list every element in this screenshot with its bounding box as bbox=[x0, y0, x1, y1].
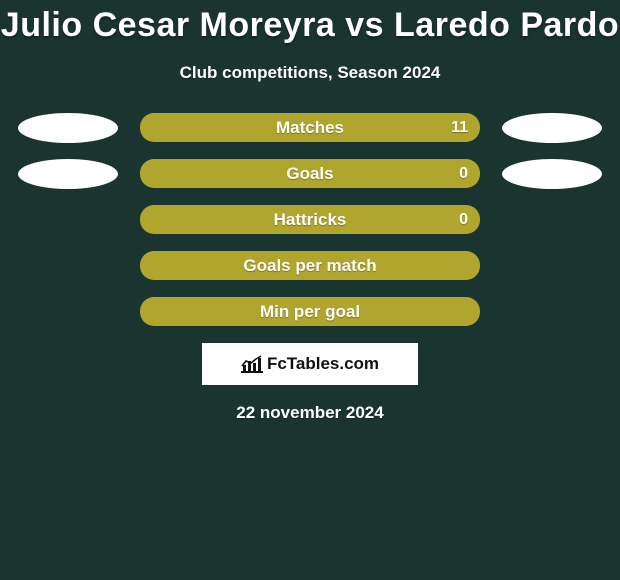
stat-value: 0 bbox=[459, 211, 468, 229]
stat-label: Hattricks bbox=[274, 210, 347, 230]
stat-bar: Goals 0 bbox=[140, 159, 480, 188]
stat-label: Min per goal bbox=[260, 302, 360, 322]
stat-bar: Min per goal bbox=[140, 297, 480, 326]
stat-label: Goals bbox=[286, 164, 333, 184]
stat-row: Goals per match bbox=[0, 251, 620, 280]
footer-date: 22 november 2024 bbox=[0, 403, 620, 423]
spacer bbox=[18, 297, 118, 327]
chart-icon bbox=[241, 355, 263, 373]
stat-label: Matches bbox=[276, 118, 344, 138]
stat-bar: Goals per match bbox=[140, 251, 480, 280]
spacer bbox=[18, 251, 118, 281]
stat-value: 11 bbox=[451, 119, 468, 137]
stat-label: Goals per match bbox=[243, 256, 376, 276]
stat-bar: Matches 11 bbox=[140, 113, 480, 142]
brand-text: FcTables.com bbox=[267, 354, 379, 374]
comparison-card: Julio Cesar Moreyra vs Laredo Pardo Club… bbox=[0, 0, 620, 580]
spacer bbox=[502, 205, 602, 235]
spacer bbox=[18, 205, 118, 235]
spacer bbox=[502, 297, 602, 327]
stat-value: 0 bbox=[459, 165, 468, 183]
stat-bar: Hattricks 0 bbox=[140, 205, 480, 234]
brand-badge: FcTables.com bbox=[202, 343, 418, 385]
right-player-marker bbox=[502, 159, 602, 189]
stat-row: Matches 11 bbox=[0, 113, 620, 142]
left-player-marker bbox=[18, 159, 118, 189]
right-player-marker bbox=[502, 113, 602, 143]
spacer bbox=[502, 251, 602, 281]
stat-row: Hattricks 0 bbox=[0, 205, 620, 234]
stats-rows: Matches 11 Goals 0 Hattricks 0 Goals per match… bbox=[0, 113, 620, 326]
stat-row: Goals 0 bbox=[0, 159, 620, 188]
subtitle: Club competitions, Season 2024 bbox=[0, 63, 620, 83]
stat-row: Min per goal bbox=[0, 297, 620, 326]
left-player-marker bbox=[18, 113, 118, 143]
page-title: Julio Cesar Moreyra vs Laredo Pardo bbox=[0, 0, 620, 45]
